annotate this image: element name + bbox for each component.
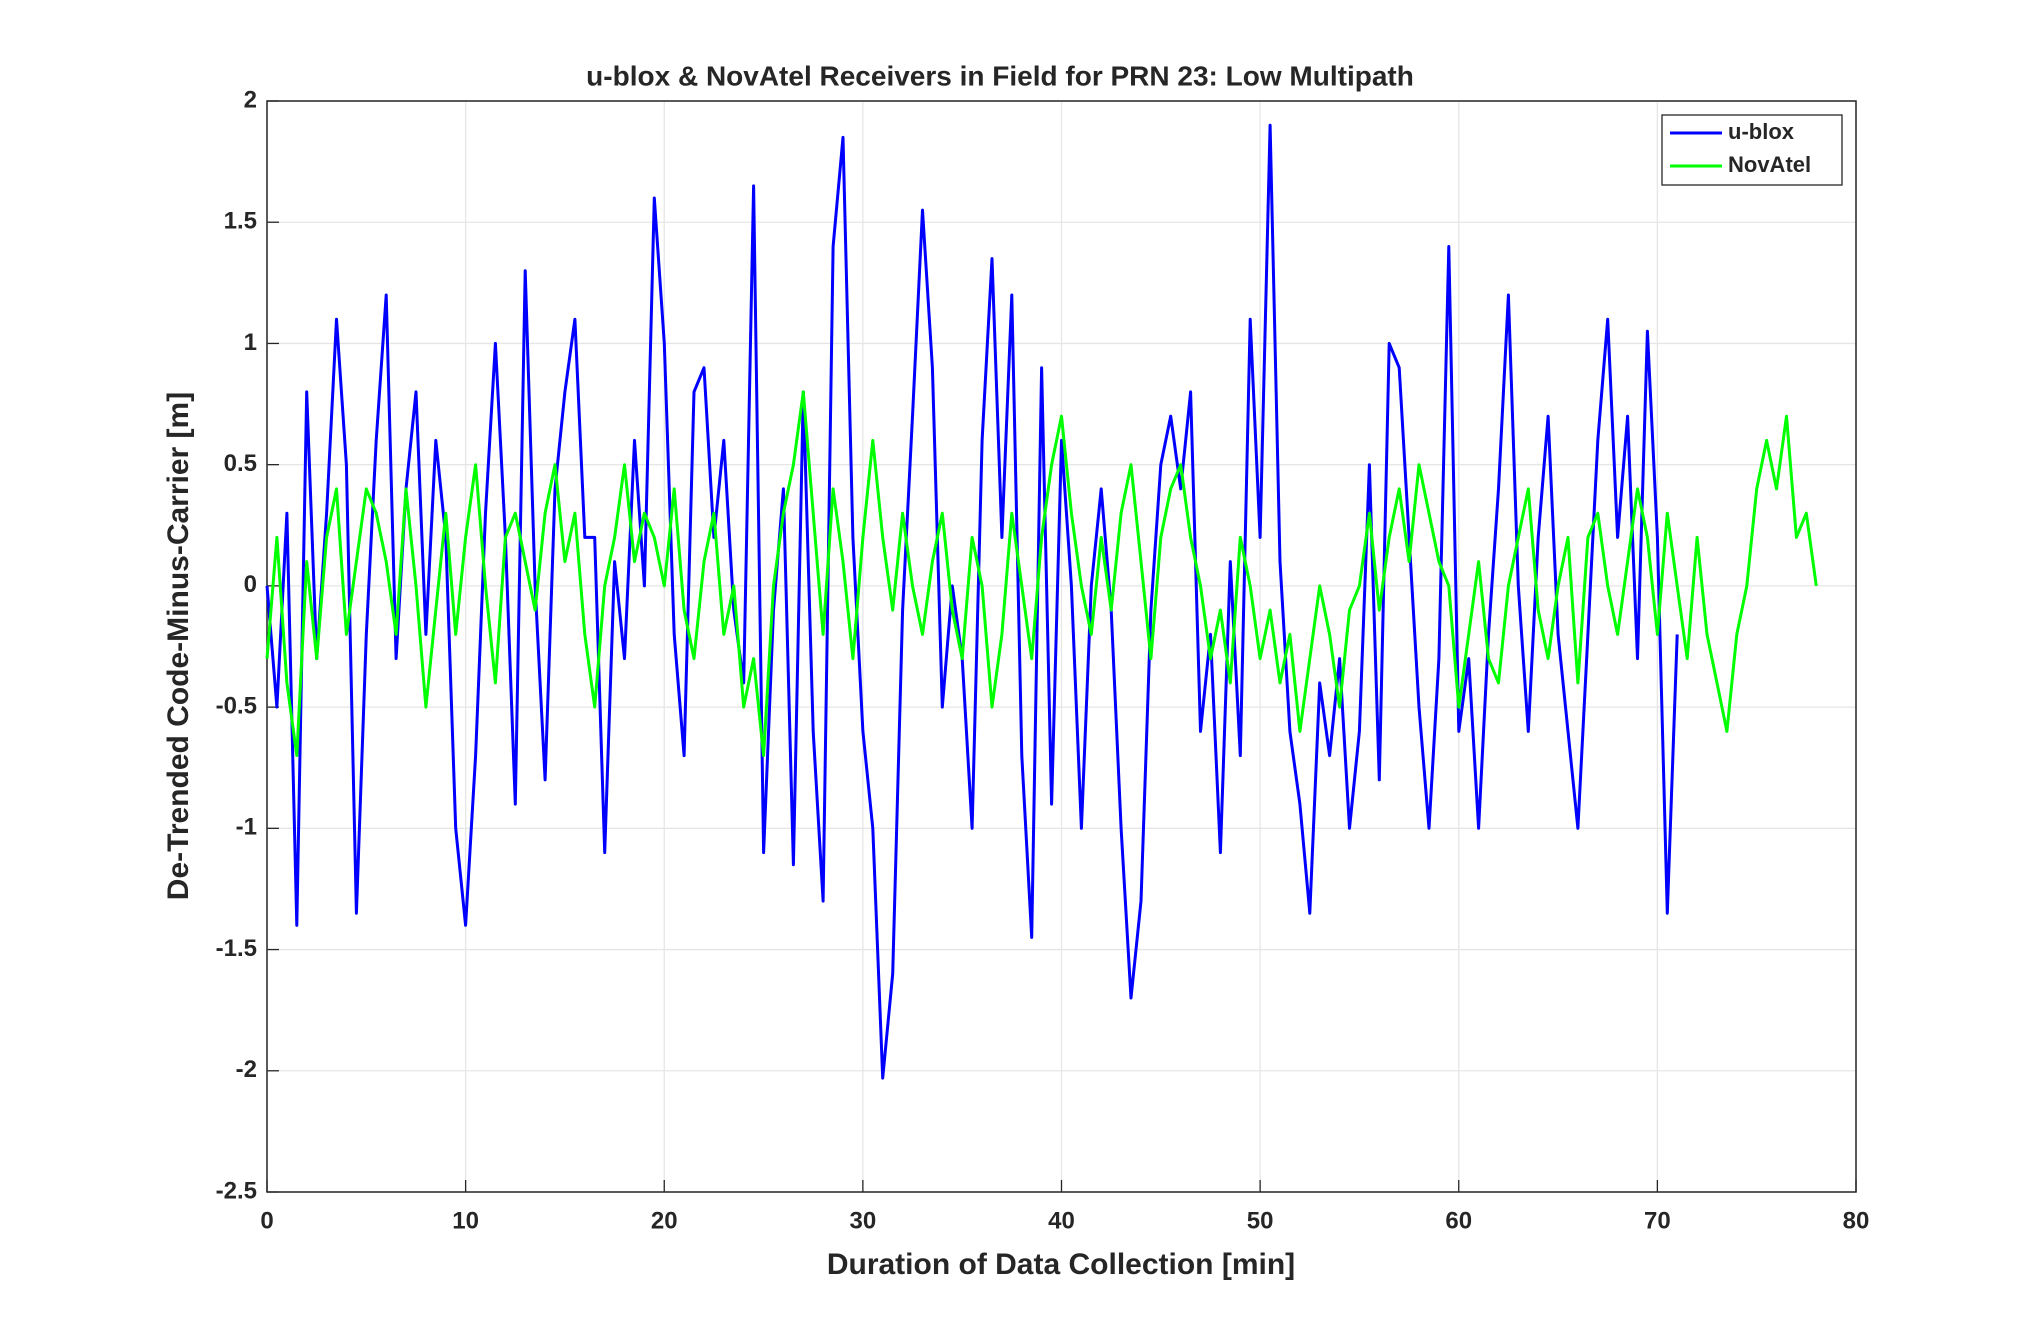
x-tick-label: 70 — [1644, 1207, 1671, 1234]
x-tick-label: 80 — [1843, 1207, 1870, 1234]
x-tick-label: 0 — [260, 1207, 273, 1234]
chart-title: u-blox & NovAtel Receivers in Field for … — [586, 60, 1414, 91]
x-tick-label: 20 — [651, 1207, 678, 1234]
legend-label: NovAtel — [1728, 152, 1811, 177]
legend: u-blox NovAtel — [1661, 114, 1843, 186]
legend-box — [1661, 114, 1843, 186]
x-tick-label: 30 — [850, 1207, 877, 1234]
y-tick-label: -2.5 — [216, 1177, 257, 1204]
y-tick-label: -0.5 — [216, 692, 257, 719]
y-tick-label: -1 — [236, 814, 257, 841]
x-tick-label: 50 — [1247, 1207, 1274, 1234]
legend-label: u-blox — [1728, 119, 1795, 144]
y-tick-label: -1.5 — [216, 935, 257, 962]
y-tick-label: 1 — [244, 329, 257, 356]
y-tick-label: 1.5 — [224, 208, 257, 235]
x-axis-label: Duration of Data Collection [min] — [827, 1248, 1295, 1281]
y-axis-label: De-Trended Code-Minus-Carrier [m] — [162, 392, 195, 900]
y-tick-label: 0.5 — [224, 450, 257, 477]
y-tick-label: 0 — [244, 571, 257, 598]
y-tick-label: 2 — [244, 86, 257, 113]
series-line — [265, 390, 1818, 758]
x-tick-label: 60 — [1445, 1207, 1472, 1234]
x-tick-label: 10 — [452, 1207, 479, 1234]
y-tick-label: -2 — [236, 1056, 257, 1083]
x-tick-label: 40 — [1048, 1207, 1075, 1234]
series-line — [265, 123, 1679, 1080]
